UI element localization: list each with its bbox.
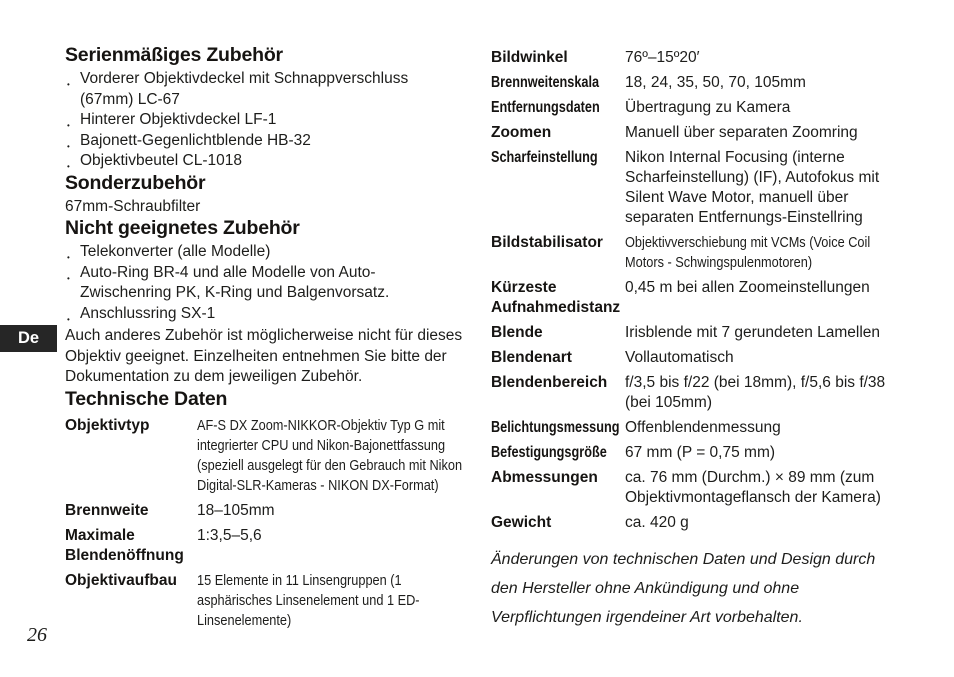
spec-value: 1:3,5–5,6 [197, 526, 262, 544]
disclaimer-text: Änderungen von technischen Daten und Des… [491, 551, 876, 626]
heading-incompatible-accessories: Nicht geeignetes Zubehör [65, 217, 300, 239]
left-column: Serienmäßiges Zubehör Vorderer Objektivd… [65, 44, 463, 631]
spec-row: Entfernungsdaten Übertragung zu Kamera [491, 98, 891, 118]
spec-value: f/3,5 bis f/22 (bei 18mm), f/5,6 bis f/3… [625, 374, 886, 411]
spec-label: Brennweite [65, 501, 149, 519]
spec-value: 67 mm (P = 0,75 mm) [625, 444, 776, 461]
spec-row: Scharfeinstellung Nikon Internal Focusin… [491, 148, 891, 228]
spec-row: Blende Irisblende mit 7 gerundeten Lamel… [491, 323, 891, 343]
list-item: Auto-Ring BR-4 und alle Modelle von Auto… [65, 263, 463, 304]
spec-label: Kürzeste Aufnahmedistanz [491, 279, 621, 316]
spec-row: Zoomen Manuell über separaten Zoomring [491, 123, 891, 143]
spec-label: Maximale Blendenöffnung [65, 526, 184, 564]
heading-technical-data: Technische Daten [65, 387, 228, 410]
spec-row: Befestigungsgröße 67 mm (P = 0,75 mm) [491, 443, 891, 463]
spec-row: Objektivaufbau 15 Elemente in 11 Linseng… [65, 571, 463, 631]
technical-data-table: Objektivtyp AF-S DX Zoom-NIKKOR-Objektiv… [65, 416, 463, 631]
spec-value: 0,45 m bei allen Zoomeinstellungen [625, 279, 870, 296]
heading-optional-accessories: Sonderzubehör [65, 171, 206, 194]
page-number: 26 [27, 624, 47, 646]
spec-row: Objektivtyp AF-S DX Zoom-NIKKOR-Objektiv… [65, 416, 463, 496]
spec-label: Entfernungsdaten [491, 99, 600, 116]
spec-row: Bildwinkel 76º–15º20′ [491, 48, 891, 68]
spec-label: Belichtungsmessung [491, 419, 620, 436]
list-item: Objektivbeutel CL-1018 [65, 151, 463, 177]
spec-row: Bildstabilisator Objektivverschiebung mi… [491, 233, 891, 273]
spec-row: Kürzeste Aufnahmedistanz 0,45 m bei alle… [491, 278, 891, 318]
right-column: Bildwinkel 76º–15º20′ Brennweitenskala 1… [491, 48, 891, 632]
spec-value: Nikon Internal Focusing (interne Scharfe… [625, 149, 880, 226]
incompatible-accessories-list: Telekonverter (alle Modelle) Auto-Ring B… [65, 242, 463, 330]
spec-label: Brennweitenskala [491, 74, 600, 91]
spec-label: Bildwinkel [491, 49, 568, 66]
spec-label: Objektivtyp [65, 416, 150, 434]
spec-value: 18, 24, 35, 50, 70, 105mm [625, 74, 806, 91]
spec-row: Blendenbereich f/3,5 bis f/22 (bei 18mm)… [491, 373, 891, 413]
spec-value: Objektivverschiebung mit VCMs (Voice Coi… [625, 234, 871, 271]
list-item: Anschlussring SX-1 [65, 304, 463, 330]
spec-row: Gewicht ca. 420 g [491, 513, 891, 533]
spec-label: Abmessungen [491, 469, 598, 486]
spec-value: 15 Elemente in 11 Linsengruppen (1 asphä… [197, 571, 420, 629]
spec-value: AF-S DX Zoom-NIKKOR-Objektiv Typ G mit i… [197, 416, 463, 494]
spec-label: Gewicht [491, 514, 552, 531]
spec-row: Blendenart Vollautomatisch [491, 348, 891, 368]
language-tab-badge: De [0, 325, 57, 352]
incompatible-accessories-note: Auch anderes Zubehör ist möglicherweise … [65, 327, 463, 385]
spec-row: Brennweitenskala 18, 24, 35, 50, 70, 105… [491, 73, 891, 93]
spec-label: Scharfeinstellung [491, 149, 598, 166]
spec-value: Übertragung zu Kamera [625, 99, 791, 116]
spec-value: ca. 76 mm (Durchm.) × 89 mm (zum Objekti… [625, 469, 881, 506]
standard-accessories-list: Vorderer Objektivdeckel mit Schnappversc… [65, 69, 463, 177]
spec-value: Manuell über separaten Zoomring [625, 124, 858, 141]
spec-value: Vollautomatisch [625, 349, 734, 366]
spec-label: Blende [491, 324, 543, 341]
spec-label: Objektivaufbau [65, 571, 177, 589]
technical-data-table-right: Bildwinkel 76º–15º20′ Brennweitenskala 1… [491, 48, 891, 533]
optional-accessories-text: 67mm-Schraubfilter [65, 197, 201, 215]
spec-value: 18–105mm [197, 501, 275, 519]
spec-value: Offenblendenmessung [625, 419, 781, 436]
spec-value: Irisblende mit 7 gerundeten Lamellen [625, 324, 881, 341]
list-item: Telekonverter (alle Modelle) [65, 242, 463, 268]
spec-label: Blendenart [491, 349, 572, 366]
spec-row: Brennweite 18–105mm [65, 501, 463, 521]
spec-label: Blendenbereich [491, 374, 608, 391]
spec-row: Abmessungen ca. 76 mm (Durchm.) × 89 mm … [491, 468, 891, 508]
spec-row: Belichtungsmessung Offenblendenmessung [491, 418, 891, 438]
spec-label: Bildstabilisator [491, 234, 603, 251]
spec-label: Befestigungsgröße [491, 444, 607, 461]
list-item: Vorderer Objektivdeckel mit Schnappversc… [65, 69, 463, 110]
spec-value: 76º–15º20′ [625, 49, 700, 66]
spec-row: Maximale Blendenöffnung 1:3,5–5,6 [65, 526, 463, 566]
heading-standard-accessories: Serienmäßiges Zubehör [65, 44, 283, 66]
spec-label: Zoomen [491, 124, 552, 141]
list-item: Bajonett-Gegenlichtblende HB-32 [65, 131, 463, 157]
list-item: Hinterer Objektivdeckel LF-1 [65, 110, 463, 136]
spec-value: ca. 420 g [625, 514, 689, 531]
